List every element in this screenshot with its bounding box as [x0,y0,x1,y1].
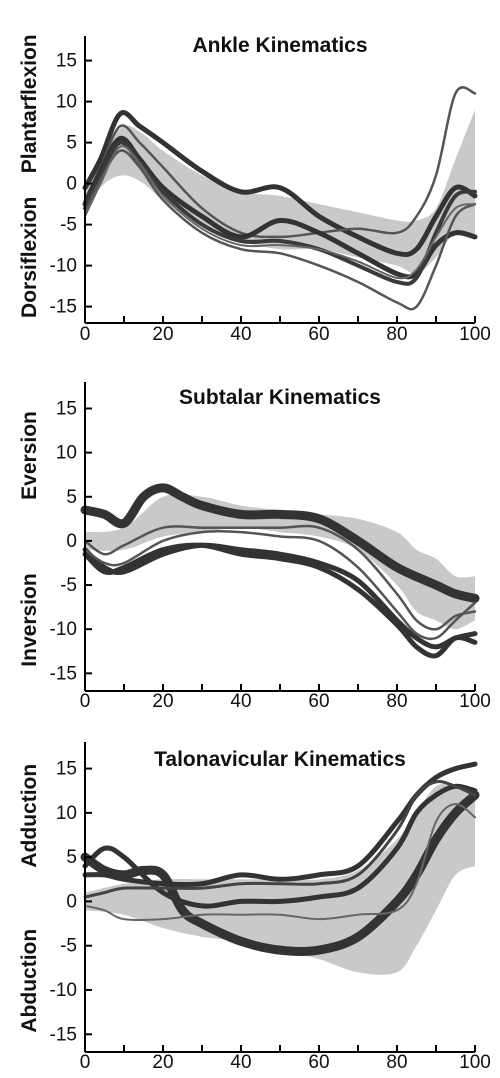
y-tick-label: 15 [56,51,77,72]
x-tick-label: 60 [308,691,329,712]
x-tick-label: 60 [308,324,329,345]
chart-title: Ankle Kinematics [192,34,367,57]
y-label-positive: Adduction [18,764,41,868]
y-tick-label: 0 [66,174,77,195]
y-tick-label: -5 [60,575,77,596]
y-tick-label: 10 [56,803,77,824]
x-tick-label: 20 [152,324,173,345]
x-tick-label: 0 [80,324,91,345]
chart-title: Subtalar Kinematics [179,386,381,409]
y-tick-label: 15 [56,759,77,780]
y-tick-label: -10 [50,980,77,1001]
y-tick-label: 10 [56,443,77,464]
y-tick-label: -10 [50,619,77,640]
x-tick-label: 40 [230,691,251,712]
x-tick-label: 80 [386,324,407,345]
y-label-positive: Eversion [18,411,41,500]
y-tick-label: 10 [56,92,77,113]
x-tick-label: 100 [459,691,491,712]
y-tick-label: 5 [66,847,77,868]
y-tick-label: -15 [50,663,77,684]
x-tick-label: 40 [230,1052,251,1073]
y-tick-label: 5 [66,487,77,508]
y-tick-label: -15 [50,1024,77,1045]
y-tick-label: -5 [60,936,77,957]
y-label-negative: Dorsiflexion [18,197,41,318]
x-tick-label: 20 [152,691,173,712]
x-tick-label: 40 [230,324,251,345]
y-tick-label: 5 [66,133,77,154]
x-tick-label: 80 [386,691,407,712]
y-label-negative: Abduction [18,929,41,1033]
y-tick-label: -10 [50,256,77,277]
y-tick-label: 0 [66,891,77,912]
y-label-negative: Inversion [18,573,41,666]
x-tick-label: 0 [80,1052,91,1073]
y-tick-label: -15 [50,297,77,318]
x-tick-label: 100 [459,1052,491,1073]
y-tick-label: 15 [56,398,77,419]
y-label-positive: Plantarflexion [18,34,41,173]
y-tick-label: 0 [66,531,77,552]
chart-title: Talonavicular Kinematics [154,748,406,771]
x-tick-label: 80 [386,1052,407,1073]
x-tick-label: 0 [80,691,91,712]
x-tick-label: 20 [152,1052,173,1073]
x-tick-label: 60 [308,1052,329,1073]
y-tick-label: -5 [60,215,77,236]
x-tick-label: 100 [459,324,491,345]
